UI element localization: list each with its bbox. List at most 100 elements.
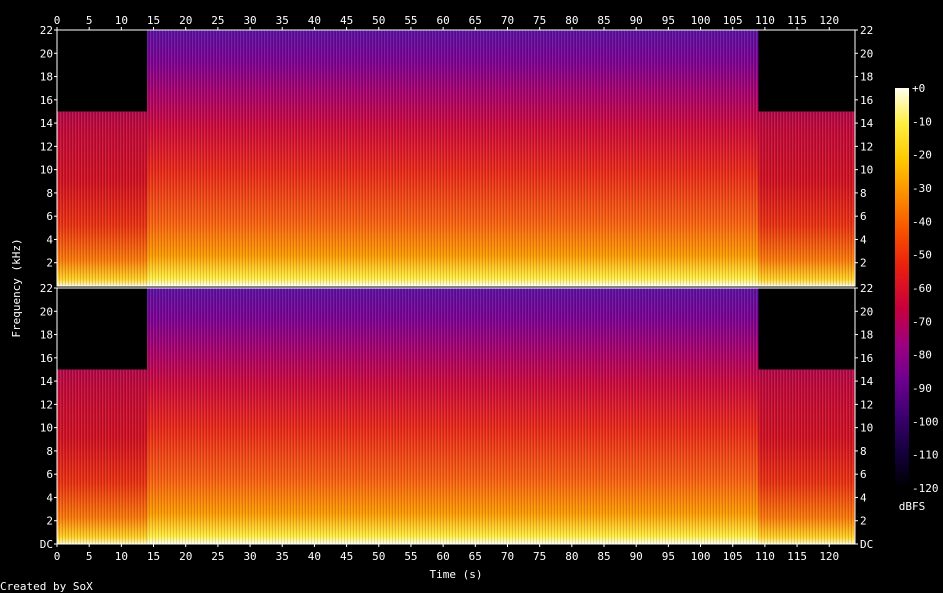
channel-1-y-tick-left: 22 (40, 24, 53, 37)
x-tick-bottom: 110 (755, 550, 775, 563)
colorbar-tick-label: -40 (912, 215, 932, 228)
x-tick-bottom: 30 (243, 550, 256, 563)
channel-1-y-tick-right: 16 (860, 94, 873, 107)
colorbar-tick-label: -80 (912, 349, 932, 362)
x-tick-top: 45 (340, 14, 353, 27)
x-tick-top: 55 (404, 14, 417, 27)
x-tick-top: 60 (437, 14, 450, 27)
colorbar (895, 88, 909, 488)
x-tick-top: 50 (372, 14, 385, 27)
y-axis-label: Frequency (kHz) (10, 238, 23, 337)
channel-2-y-tick-left: 20 (40, 305, 53, 318)
x-tick-top: 95 (662, 14, 675, 27)
x-tick-top: 100 (691, 14, 711, 27)
channel-2-y-tick-left: 2 (46, 515, 53, 528)
x-tick-top: 80 (565, 14, 578, 27)
channel-2-y-tick-left: 14 (40, 375, 54, 388)
channel-1-y-tick-right: 22 (860, 24, 873, 37)
channel-1-y-tick-right: 2 (860, 257, 867, 270)
channel-2-y-tick-left: 10 (40, 422, 53, 435)
channel-2-y-tick-right: 2 (860, 515, 867, 528)
channel-1-y-tick-right: 20 (860, 47, 873, 60)
channel-2-y-tick-left: 4 (46, 491, 53, 504)
x-tick-bottom: 10 (115, 550, 128, 563)
channel-2-y-tick-right: 22 (860, 282, 873, 295)
channel-1-y-tick-right: 6 (860, 210, 867, 223)
x-tick-bottom: 80 (565, 550, 578, 563)
x-tick-top: 115 (787, 14, 807, 27)
channel-1-segment-2-texture (147, 30, 759, 286)
channel-1-y-tick-left: 12 (40, 140, 53, 153)
channel-2-y-tick-right: DC (860, 538, 873, 551)
channel-2-y-tick-left: 18 (40, 329, 53, 342)
x-tick-bottom: 100 (691, 550, 711, 563)
channel-2-segment-1-texture (57, 369, 148, 544)
channel-1-y-tick-right: 10 (860, 164, 873, 177)
x-tick-bottom: 65 (469, 550, 482, 563)
colorbar-tick-label: -120 (912, 482, 939, 495)
spectrogram-channel-1 (56, 29, 856, 287)
channel-1-segment-1-texture (57, 111, 148, 286)
x-tick-bottom: 75 (533, 550, 546, 563)
x-tick-bottom: 15 (147, 550, 160, 563)
x-axis-label: Time (s) (430, 568, 483, 581)
channel-2-y-tick-left: 8 (46, 445, 53, 458)
colorbar-tick-label: -90 (912, 382, 932, 395)
channel-2-segment-2-texture (147, 288, 759, 544)
x-tick-top: 75 (533, 14, 546, 27)
colorbar-tick-label: +0 (912, 82, 925, 95)
channel-1-y-tick-left: 20 (40, 47, 53, 60)
x-tick-bottom: 25 (211, 550, 224, 563)
channel-1-y-tick-right: 18 (860, 71, 873, 84)
x-tick-top: 105 (723, 14, 743, 27)
x-tick-top: 70 (501, 14, 514, 27)
channel-2-y-tick-right: 16 (860, 352, 873, 365)
x-tick-top: 10 (115, 14, 128, 27)
channel-2-y-tick-left: 12 (40, 398, 53, 411)
credit-text: Created by SoX (0, 580, 93, 593)
colorbar-label: dBFS (899, 500, 926, 513)
x-tick-top: 120 (819, 14, 839, 27)
x-tick-bottom: 95 (662, 550, 675, 563)
channel-1-y-tick-right: 4 (860, 233, 867, 246)
channel-1-y-tick-left: 16 (40, 94, 53, 107)
x-tick-bottom: 5 (86, 550, 93, 563)
channel-1-y-tick-left: 18 (40, 71, 53, 84)
channel-1-segment-3-texture (758, 111, 855, 286)
channel-2-y-tick-right: 8 (860, 445, 867, 458)
channel-1-y-tick-right: 12 (860, 140, 873, 153)
channel-2-y-tick-right: 14 (860, 375, 874, 388)
x-tick-bottom: 50 (372, 550, 385, 563)
x-tick-top: 25 (211, 14, 224, 27)
channel-1-y-tick-left: 10 (40, 164, 53, 177)
channel-1-y-tick-right: 8 (860, 187, 867, 200)
channel-2-y-tick-right: 4 (860, 491, 867, 504)
x-tick-bottom: 55 (404, 550, 417, 563)
channel-2-y-tick-left: 22 (40, 282, 53, 295)
channel-2-y-tick-left: 6 (46, 468, 53, 481)
x-tick-top: 15 (147, 14, 160, 27)
channel-1-y-tick-left: 6 (46, 210, 53, 223)
channel-2-y-tick-left: 16 (40, 352, 53, 365)
x-tick-top: 35 (276, 14, 289, 27)
spectrogram-channel-2 (56, 287, 856, 545)
x-tick-top: 110 (755, 14, 775, 27)
plot-layer (56, 29, 856, 545)
x-tick-bottom: 120 (819, 550, 839, 563)
channel-1-y-tick-left: 2 (46, 257, 53, 270)
colorbar-tick-label: -30 (912, 182, 932, 195)
channel-2-y-tick-right: 18 (860, 329, 873, 342)
channel-1-y-tick-left: 4 (46, 233, 53, 246)
colorbar-ticks: +0 -10 -20 -30 -40 -50 -60 -70 -80 -90 -100 -110 -12… (912, 82, 939, 495)
x-tick-top: 5 (86, 14, 93, 27)
x-tick-top: 85 (597, 14, 610, 27)
colorbar-tick-label: -100 (912, 415, 939, 428)
colorbar-tick-label: -20 (912, 149, 932, 162)
colorbar-tick-label: -60 (912, 282, 932, 295)
colorbar-tick-label: -10 (912, 115, 932, 128)
channel-2-y-tick-left: DC (40, 538, 53, 551)
channel-1-y-tick-left: 8 (46, 187, 53, 200)
colorbar-tick-label: -50 (912, 249, 932, 262)
channel-2-y-tick-right: 10 (860, 422, 873, 435)
x-tick-top: 20 (179, 14, 192, 27)
